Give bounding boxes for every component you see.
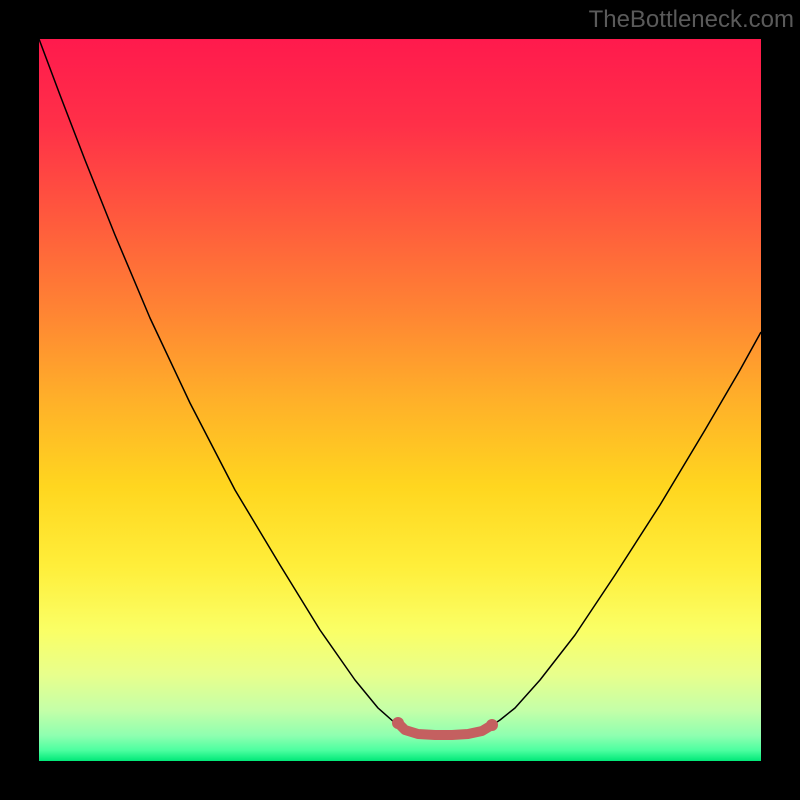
trough-marker-dot-0 — [392, 717, 404, 729]
watermark-text: TheBottleneck.com — [589, 6, 794, 34]
plot-svg — [0, 0, 800, 800]
chart-container: TheBottleneck.com — [0, 0, 800, 800]
trough-marker-dot-1 — [486, 719, 498, 731]
bottleneck-curve — [39, 39, 761, 733]
trough-marker — [398, 723, 492, 735]
